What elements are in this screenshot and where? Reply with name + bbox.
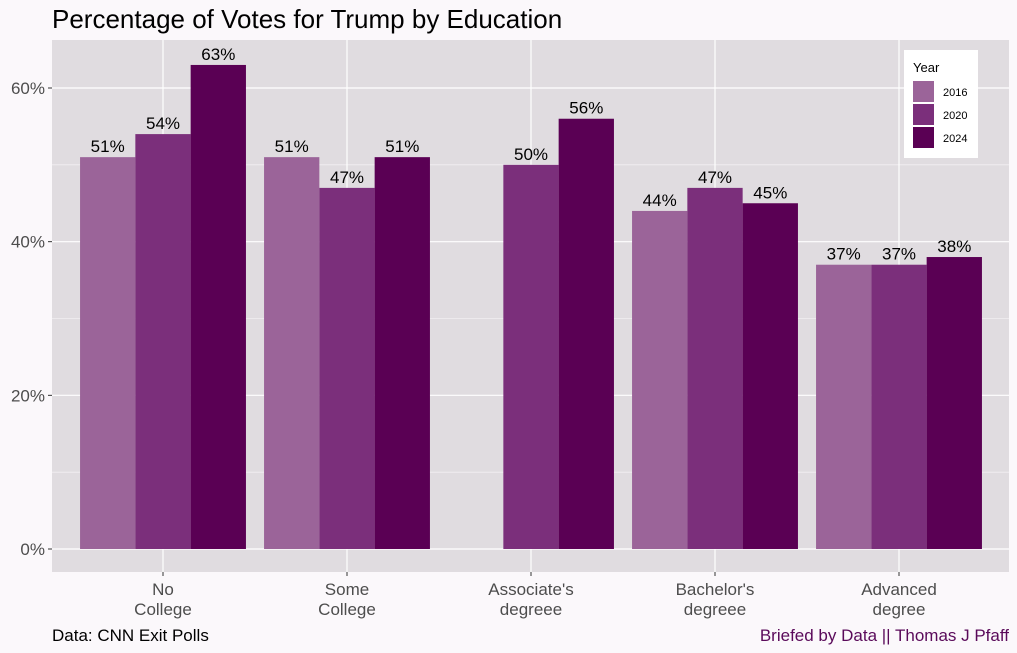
bar [374, 157, 430, 549]
bar-value-label: 37% [882, 245, 916, 264]
bar-value-label: 47% [698, 168, 732, 187]
x-tick-label: Advanced [861, 580, 937, 599]
bar-value-label: 51% [91, 137, 125, 156]
legend-key-2016 [913, 81, 934, 102]
x-tick-label: No [152, 580, 174, 599]
x-tick-label: Bachelor's [676, 580, 755, 599]
bar-value-label: 51% [275, 137, 309, 156]
x-tick-label: degreee [684, 600, 746, 619]
legend-key-2020 [913, 104, 934, 125]
bar-value-label: 47% [330, 168, 364, 187]
x-tick-label: College [134, 600, 192, 619]
bar-value-label: 50% [514, 145, 548, 164]
x-tick-label: degreee [500, 600, 562, 619]
bar [190, 64, 246, 549]
bar [816, 264, 872, 549]
source-caption: Data: CNN Exit Polls [52, 626, 209, 645]
chart-title: Percentage of Votes for Trump by Educati… [52, 4, 563, 34]
y-tick-label: 40% [11, 233, 45, 252]
legend-label: 2020 [943, 110, 967, 122]
x-tick-label: College [318, 600, 376, 619]
bar [742, 203, 798, 549]
legend-key-2024 [913, 127, 934, 148]
bar [80, 157, 136, 549]
bar [558, 118, 614, 549]
legend-label: 2016 [943, 87, 967, 99]
bar [264, 157, 320, 549]
bar [135, 134, 191, 549]
bar [926, 257, 982, 549]
y-tick-label: 20% [11, 386, 45, 405]
bar [319, 187, 375, 549]
credit-caption: Briefed by Data || Thomas J Pfaff [759, 626, 1009, 645]
legend-title: Year [913, 60, 940, 75]
bar-value-label: 51% [385, 137, 419, 156]
x-tick-label: Some [325, 580, 369, 599]
bar-value-label: 45% [753, 183, 787, 202]
legend-label: 2024 [943, 133, 967, 145]
x-tick-label: degree [873, 600, 926, 619]
bar-value-label: 37% [827, 245, 861, 264]
bar-value-label: 56% [569, 99, 603, 118]
bar-value-label: 44% [643, 191, 677, 210]
bar [687, 187, 743, 549]
bar-value-label: 54% [146, 114, 180, 133]
y-tick-label: 60% [11, 79, 45, 98]
bar-value-label: 38% [937, 237, 971, 256]
x-tick-label: Associate's [488, 580, 573, 599]
bar [503, 164, 559, 550]
bar-value-label: 63% [201, 45, 235, 64]
bar [871, 264, 927, 549]
bar [632, 210, 688, 549]
y-tick-label: 0% [20, 540, 45, 559]
